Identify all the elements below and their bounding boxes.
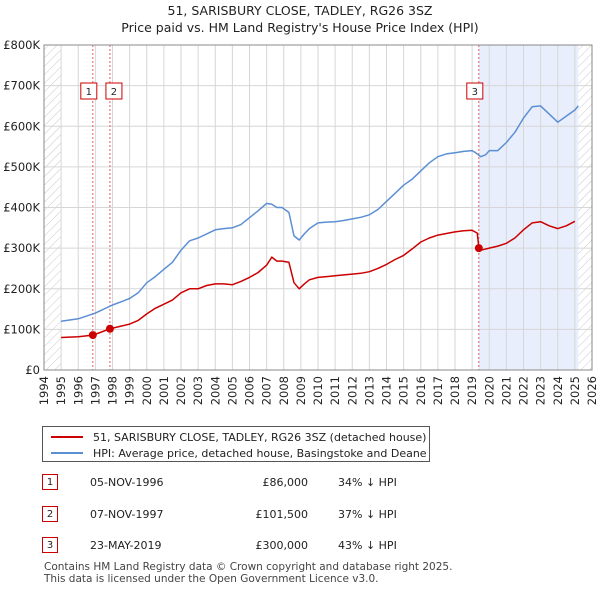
sale-row: 2 07-NOV-1997 £101,500 37% ↓ HPI: [42, 506, 562, 524]
x-tick-label: 1998: [106, 376, 120, 405]
x-tick-label: 1996: [71, 376, 85, 405]
chart-legend: 51, SARISBURY CLOSE, TADLEY, RG26 3SZ (d…: [42, 426, 430, 462]
y-tick-label: £0: [25, 363, 40, 377]
chart-title: 51, SARISBURY CLOSE, TADLEY, RG26 3SZ: [168, 3, 433, 18]
sale-price: £300,000: [255, 539, 309, 552]
x-tick-label: 2000: [140, 376, 154, 405]
x-tick-label: 2022: [517, 376, 531, 405]
legend-label-hpi: HPI: Average price, detached house, Basi…: [93, 446, 427, 460]
y-tick-label: £700K: [3, 79, 40, 93]
chart-subtitle: Price paid vs. HM Land Registry's House …: [121, 20, 478, 35]
x-tick-label: 2010: [311, 376, 325, 405]
sale-point: [105, 324, 114, 333]
legend-item-property: 51, SARISBURY CLOSE, TADLEY, RG26 3SZ (d…: [51, 429, 426, 445]
sale-row: 1 05-NOV-1996 £86,000 34% ↓ HPI: [42, 474, 562, 492]
legend-swatch-property: [51, 436, 83, 438]
y-tick-label: £500K: [3, 160, 40, 174]
hpi-line: [60, 105, 579, 323]
x-tick-label: 2012: [345, 376, 359, 405]
sale-price: £101,500: [255, 508, 309, 521]
sale-marker-label: 1: [86, 87, 92, 98]
x-tick-label: 1997: [88, 376, 102, 405]
x-tick-label: 2025: [568, 376, 582, 405]
legend-label-property: 51, SARISBURY CLOSE, TADLEY, RG26 3SZ (d…: [93, 430, 427, 444]
x-tick-label: 2026: [585, 376, 599, 405]
y-tick-label: £200K: [3, 282, 40, 296]
footer-licence: This data is licensed under the Open Gov…: [44, 573, 379, 585]
x-tick-label: 2006: [243, 376, 257, 405]
x-tick-label: 2013: [362, 376, 376, 405]
sale-marker-box: [105, 82, 123, 100]
sale-marker-box: [80, 82, 98, 100]
x-tick-label: 2015: [397, 376, 411, 405]
sale-date: 23-MAY-2019: [90, 539, 162, 552]
x-tick-label: 2011: [328, 376, 342, 405]
price-chart: 51, SARISBURY CLOSE, TADLEY, RG26 3SZ Pr…: [3, 3, 599, 405]
y-tick-label: £300K: [3, 241, 40, 255]
x-tick-label: 2017: [431, 376, 445, 405]
x-tick-label: 2001: [157, 376, 171, 405]
sale-row: 3 23-MAY-2019 £300,000 43% ↓ HPI: [42, 537, 562, 555]
x-tick-label: 2020: [482, 376, 496, 405]
x-tick-label: 2021: [499, 376, 513, 405]
sale-hpi-comparison: 43% ↓ HPI: [338, 539, 397, 552]
y-tick-label: £400K: [3, 201, 40, 215]
x-tick-label: 2005: [225, 376, 239, 405]
sale-marker-badge: 3: [42, 537, 58, 553]
y-tick-label: £600K: [3, 119, 40, 133]
sale-date: 05-NOV-1996: [90, 476, 164, 489]
y-tick-label: £800K: [3, 38, 40, 52]
x-tick-label: 2007: [260, 376, 274, 405]
x-tick-label: 1994: [37, 376, 51, 405]
x-tick-label: 2014: [380, 376, 394, 405]
sale-price: £86,000: [262, 476, 309, 489]
x-tick-label: 2004: [208, 376, 222, 405]
sale-point: [88, 331, 97, 340]
x-tick-label: 2023: [534, 376, 548, 405]
legend-swatch-hpi: [51, 452, 83, 454]
sale-marker-label: 2: [111, 87, 117, 98]
sale-marker-box: [466, 82, 484, 100]
sale-marker: 3: [466, 82, 484, 100]
x-tick-label: 2003: [191, 376, 205, 405]
x-tick-label: 2024: [551, 376, 565, 405]
x-tick-label: 2008: [277, 376, 291, 405]
y-tick-label: £100K: [3, 322, 40, 336]
x-tick-label: 1999: [123, 376, 137, 405]
sale-marker-label: 3: [472, 87, 478, 98]
x-tick-label: 2019: [465, 376, 479, 405]
legend-item-hpi: HPI: Average price, detached house, Basi…: [51, 445, 427, 461]
property-price-line: [61, 220, 576, 339]
sale-date: 07-NOV-1997: [90, 508, 164, 521]
sale-marker: 1: [80, 82, 98, 100]
sale-marker-badge: 2: [42, 506, 58, 522]
sale-hpi-comparison: 37% ↓ HPI: [338, 508, 397, 521]
sale-marker: 2: [105, 82, 123, 100]
x-tick-label: 2016: [414, 376, 428, 405]
sale-point: [474, 244, 483, 253]
plot-frame: [43, 44, 593, 371]
sale-hpi-comparison: 34% ↓ HPI: [338, 476, 397, 489]
x-tick-label: 2002: [174, 376, 188, 405]
footer-copyright: Contains HM Land Registry data © Crown c…: [44, 561, 453, 573]
x-tick-label: 2018: [448, 376, 462, 405]
x-tick-label: 2009: [294, 376, 308, 405]
sale-marker-badge: 1: [42, 474, 58, 490]
x-tick-label: 1995: [54, 376, 68, 405]
